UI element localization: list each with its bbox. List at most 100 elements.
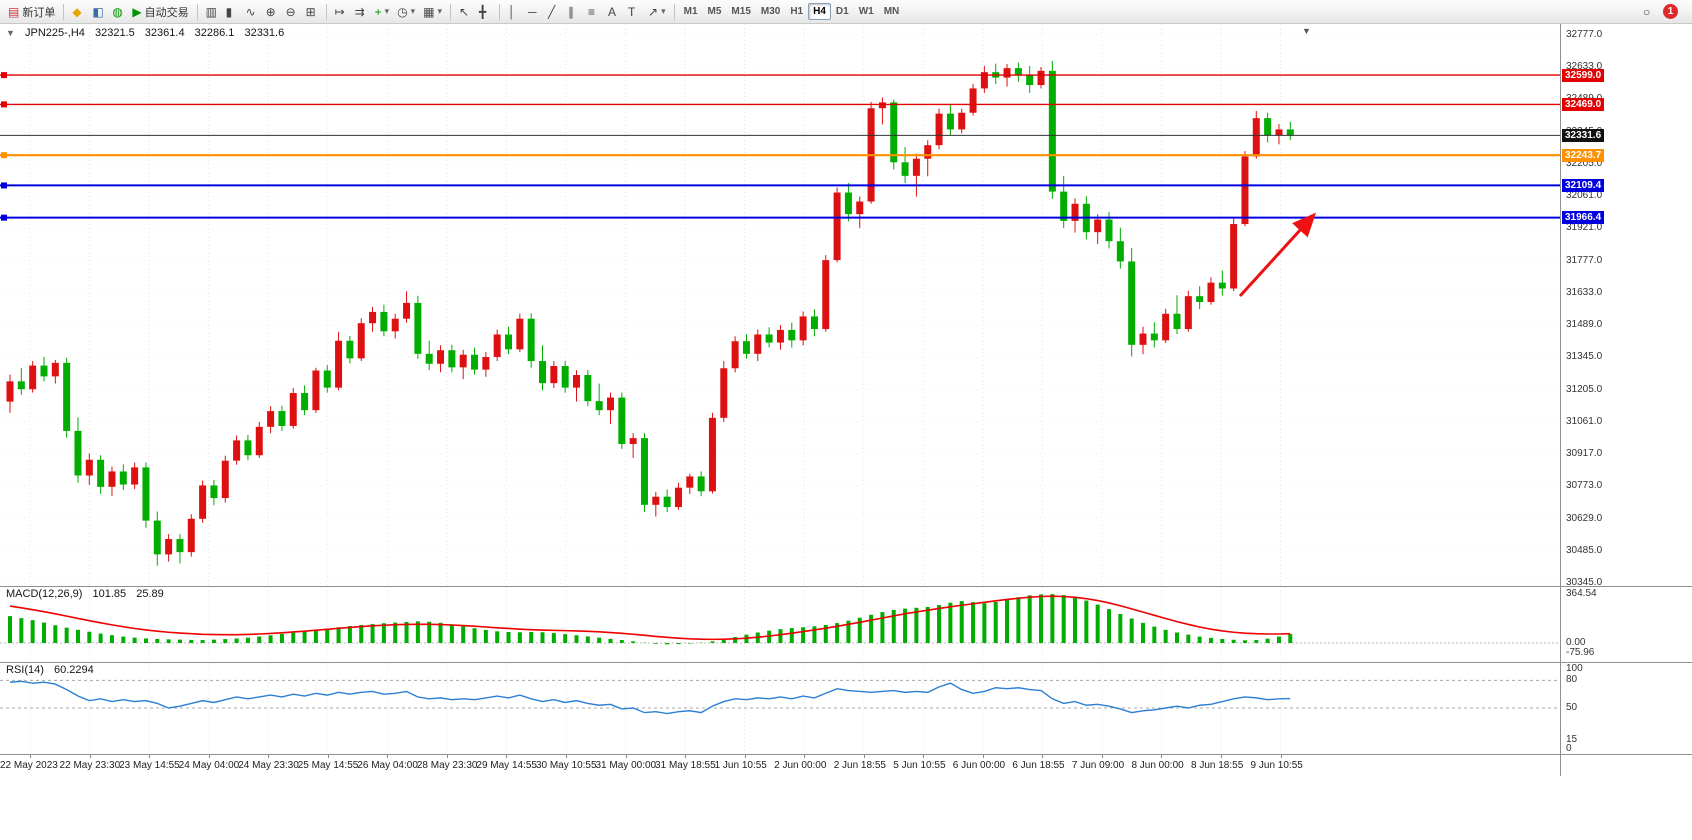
- time-axis-label: 22 May 23:30: [59, 760, 121, 771]
- time-axis-label: 31 May 18:55: [655, 760, 716, 771]
- time-axis-tick: [268, 754, 270, 758]
- bars-chart-button[interactable]: ▥: [202, 2, 222, 22]
- macd-axis-label: -75.96: [1566, 647, 1595, 658]
- macd-axis-label: 0.00: [1566, 637, 1586, 648]
- search-icon: ○: [1643, 4, 1651, 19]
- chart-high-value: 32361.4: [144, 27, 185, 39]
- market-watch-button[interactable]: ◆: [68, 2, 88, 22]
- timeframe-m30[interactable]: M30: [756, 3, 785, 20]
- timeframe-d1[interactable]: D1: [831, 3, 854, 20]
- market-watch-icon: ◆: [72, 4, 82, 19]
- price-axis-label: 32777.0: [1566, 29, 1603, 40]
- timeframe-group: M1 M5 M15 M30 H1 H4 D1 W1 MN: [679, 3, 905, 20]
- time-axis-label: 2 Jun 00:00: [774, 760, 827, 771]
- toolbar: ▤ 新订单 ◆ ◧ ◍ ▶ 自动交易 ▥ ▮ ∿ ⊕ ⊖ ⊞ ↦ ⇉ + ▾: [0, 0, 1692, 24]
- timeframe-m15[interactable]: M15: [726, 3, 755, 20]
- toolbar-separator: [196, 3, 198, 20]
- rsi-axis-label: 80: [1566, 674, 1578, 685]
- price-chart[interactable]: [0, 24, 1560, 586]
- time-axis-tick: [982, 754, 984, 758]
- channel-icon: ∥: [568, 4, 575, 19]
- horizontal-line-button[interactable]: ─: [524, 2, 544, 22]
- periods-button[interactable]: ◷ ▾: [393, 2, 419, 22]
- price-axis-label: 30485.0: [1566, 544, 1603, 556]
- time-axis-tick: [863, 754, 865, 758]
- rsi-panel-chart[interactable]: [0, 662, 1560, 754]
- chevron-down-icon: ▾: [384, 6, 390, 16]
- price-axis-label: 32061.0: [1566, 190, 1603, 202]
- macd-panel-chart[interactable]: [0, 586, 1560, 662]
- macd-title: MACD(12,26,9): [6, 588, 83, 600]
- autotrade-button[interactable]: ▶ 自动交易: [128, 2, 192, 22]
- templates-button[interactable]: ▦ ▾: [419, 2, 446, 22]
- chart-shift-button[interactable]: ⇉: [351, 2, 371, 22]
- timeframe-w1[interactable]: W1: [854, 3, 879, 20]
- time-axis-tick: [923, 754, 925, 758]
- candles-chart-button[interactable]: ▮: [222, 2, 242, 22]
- new-order-label: 新订单: [22, 6, 56, 19]
- timeframe-m5[interactable]: M5: [703, 3, 727, 20]
- time-axis-tick: [30, 754, 31, 758]
- price-line-badge: 31966.4: [1562, 211, 1605, 225]
- current-price-badge: 32331.6: [1562, 128, 1605, 142]
- price-axis-label: 32633.0: [1566, 61, 1603, 73]
- time-axis-tick: [506, 754, 508, 758]
- toolbar-separator: [325, 3, 327, 20]
- zoom-in-button[interactable]: ⊕: [262, 2, 282, 22]
- indicators-button[interactable]: + ▾: [371, 2, 394, 22]
- notification-badge[interactable]: 1: [1663, 4, 1678, 19]
- price-axis[interactable]: 32777.032633.032489.032345.032205.032061…: [1561, 24, 1692, 776]
- time-axis-label: 7 Jun 09:00: [1071, 760, 1125, 771]
- time-axis-tick: [744, 754, 746, 758]
- zoom-out-button[interactable]: ⊖: [282, 2, 302, 22]
- price-axis-label: 31061.0: [1566, 415, 1603, 427]
- timeframe-h1[interactable]: H1: [785, 3, 808, 20]
- time-axis-label: 2 Jun 18:55: [833, 760, 886, 771]
- autotrade-label: 自动交易: [144, 6, 189, 19]
- cursor-button[interactable]: ↖: [455, 2, 475, 22]
- line-chart-button[interactable]: ∿: [242, 2, 262, 22]
- macd-histogram: [8, 594, 1293, 645]
- time-axis[interactable]: 22 May 2023 22 May 23:30 23 May 14:55 24 Ma…: [0, 754, 1560, 776]
- indicators-icon: +: [374, 4, 382, 19]
- trend-arrow: [1238, 212, 1317, 298]
- text-button[interactable]: A: [604, 2, 624, 22]
- tile-windows-button[interactable]: ⊞: [302, 2, 322, 22]
- terminal-button[interactable]: ◍: [108, 2, 128, 22]
- cursor-icon: ↖: [459, 4, 470, 19]
- time-axis-label: 8 Jun 00:00: [1131, 760, 1184, 771]
- chart-shift-marker-icon[interactable]: ▼: [1302, 26, 1311, 36]
- crosshair-button[interactable]: ╋: [475, 2, 495, 22]
- time-axis-label: 28 May 23:30: [416, 760, 478, 771]
- time-axis-tick: [208, 754, 210, 758]
- label-button[interactable]: T: [624, 2, 644, 22]
- fibonacci-button[interactable]: ≡: [584, 2, 604, 22]
- vertical-line-button[interactable]: │: [504, 2, 524, 22]
- rsi-axis-label: 100: [1566, 663, 1583, 674]
- panel-splitter[interactable]: [0, 662, 1692, 663]
- panel-splitter[interactable]: [0, 754, 1692, 755]
- time-axis-tick: [387, 754, 389, 758]
- timeframe-mn[interactable]: MN: [879, 3, 905, 20]
- templates-icon: ▦: [423, 4, 435, 19]
- navigator-button[interactable]: ◧: [88, 2, 108, 22]
- toolbar-separator: [499, 3, 501, 20]
- time-axis-tick: [1221, 754, 1222, 758]
- channel-button[interactable]: ∥: [564, 2, 584, 22]
- timeframe-h4[interactable]: H4: [808, 3, 831, 20]
- window-footer: [0, 776, 1692, 840]
- arrows-tool-button[interactable]: ↗ ▾: [644, 2, 670, 22]
- trendline-button[interactable]: ╱: [544, 2, 564, 22]
- time-axis-label: 5 Jun 10:55: [893, 760, 946, 771]
- label-icon: T: [628, 4, 636, 19]
- tile-windows-icon: ⊞: [305, 4, 316, 19]
- new-order-button[interactable]: ▤ 新订单: [4, 2, 59, 22]
- search-button[interactable]: ○: [1639, 2, 1659, 22]
- timeframe-m1[interactable]: M1: [679, 3, 703, 20]
- time-axis-label: 29 May 14:55: [476, 760, 537, 771]
- time-axis-label: 24 May 04:00: [178, 760, 240, 771]
- price-line-badge: 32109.4: [1562, 178, 1605, 192]
- price-axis-label: 30629.0: [1566, 512, 1603, 524]
- auto-scroll-button[interactable]: ↦: [331, 2, 351, 22]
- panel-splitter[interactable]: [0, 586, 1692, 587]
